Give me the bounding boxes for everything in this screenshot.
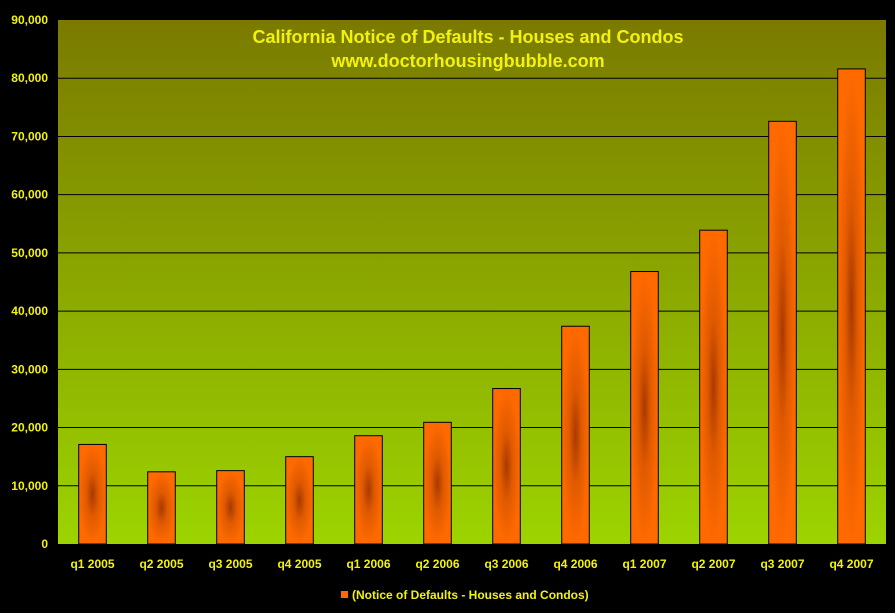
y-tick-label: 90,000 bbox=[11, 13, 48, 27]
bar bbox=[630, 271, 659, 545]
bar bbox=[768, 120, 797, 545]
x-tick-label: q4 2005 bbox=[277, 557, 321, 571]
bar bbox=[699, 229, 728, 545]
bar bbox=[216, 470, 245, 545]
bar bbox=[78, 443, 107, 545]
y-tick-label: 80,000 bbox=[11, 71, 48, 85]
bar bbox=[561, 325, 590, 545]
x-axis-ticks: q1 2005 q2 2005 q3 2005 q4 2005 q1 2006 q2 20… bbox=[70, 557, 873, 571]
bar bbox=[492, 388, 521, 545]
y-tick-label: 0 bbox=[41, 537, 48, 551]
x-tick-label: q1 2007 bbox=[622, 557, 666, 571]
bar bbox=[285, 456, 314, 545]
x-tick-label: q2 2007 bbox=[691, 557, 735, 571]
y-tick-label: 40,000 bbox=[11, 304, 48, 318]
bar bbox=[837, 68, 866, 545]
legend: (Notice of Defaults - Houses and Condos) bbox=[341, 588, 589, 602]
x-tick-label: q3 2007 bbox=[760, 557, 804, 571]
y-tick-label: 60,000 bbox=[11, 188, 48, 202]
x-tick-label: q3 2005 bbox=[208, 557, 252, 571]
bar bbox=[147, 471, 176, 545]
y-tick-label: 10,000 bbox=[11, 479, 48, 493]
plot-area bbox=[58, 20, 886, 544]
x-tick-label: q2 2006 bbox=[415, 557, 459, 571]
x-tick-label: q4 2006 bbox=[553, 557, 597, 571]
x-tick-label: q1 2005 bbox=[70, 557, 114, 571]
y-tick-label: 50,000 bbox=[11, 246, 48, 260]
x-tick-label: q3 2006 bbox=[484, 557, 528, 571]
y-tick-label: 30,000 bbox=[11, 362, 48, 376]
chart-title: California Notice of Defaults - Houses a… bbox=[252, 27, 683, 47]
y-tick-label: 20,000 bbox=[11, 421, 48, 435]
bar bbox=[423, 421, 452, 545]
x-tick-label: q2 2005 bbox=[139, 557, 183, 571]
legend-swatch bbox=[341, 591, 348, 598]
x-tick-label: q4 2007 bbox=[829, 557, 873, 571]
bars bbox=[78, 68, 866, 545]
legend-label: (Notice of Defaults - Houses and Condos) bbox=[352, 588, 589, 602]
x-tick-label: q1 2006 bbox=[346, 557, 390, 571]
chart-subtitle: www.doctorhousingbubble.com bbox=[330, 51, 604, 71]
gridlines bbox=[58, 77, 886, 487]
y-axis-ticks: 0 10,000 20,000 30,000 40,000 50,000 60,000 70,… bbox=[11, 13, 48, 551]
bar bbox=[354, 435, 383, 545]
y-tick-label: 70,000 bbox=[11, 129, 48, 143]
